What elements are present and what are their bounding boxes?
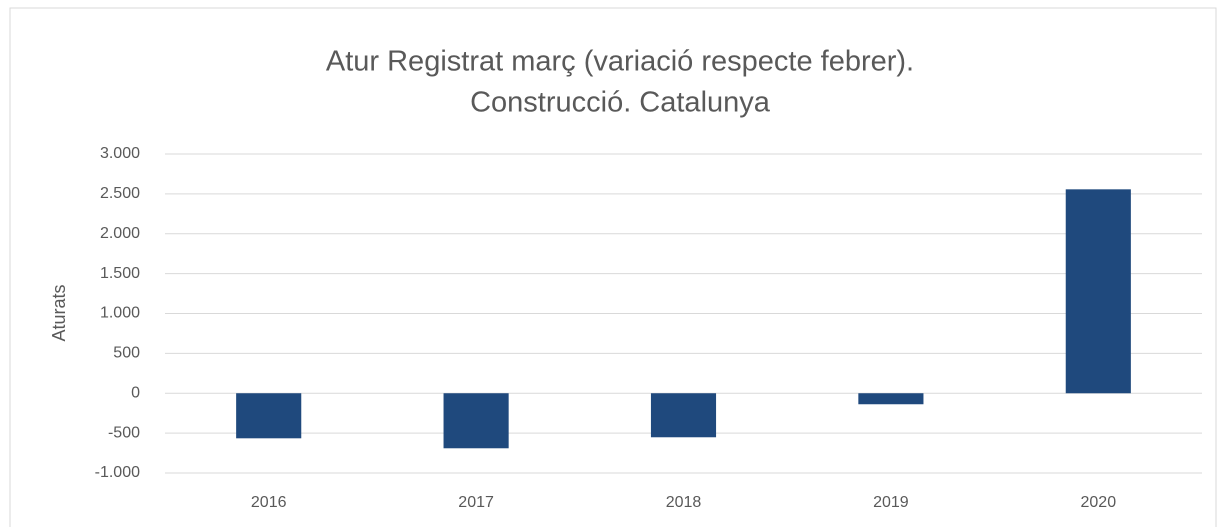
x-tick-label: 2016 bbox=[251, 494, 287, 511]
bar bbox=[236, 393, 302, 439]
y-tick-label: -1.000 bbox=[95, 464, 140, 481]
x-tick-label: 2019 bbox=[873, 494, 909, 511]
x-tick-label: 2018 bbox=[666, 494, 702, 511]
y-tick-label: 1.500 bbox=[100, 265, 140, 282]
chart-title: Construcció. Catalunya bbox=[470, 87, 771, 119]
y-tick-label: 3.000 bbox=[100, 145, 140, 162]
x-tick-label: 2017 bbox=[458, 494, 494, 511]
chart-border bbox=[9, 7, 1217, 527]
y-tick-label: 2.000 bbox=[100, 225, 140, 242]
chart-title: Atur Registrat març (variació respecte f… bbox=[326, 46, 914, 78]
bar bbox=[858, 393, 924, 405]
x-tick-label: 2020 bbox=[1081, 494, 1117, 511]
bar bbox=[1065, 189, 1131, 394]
y-tick-label: 1.000 bbox=[100, 305, 140, 322]
y-tick-label: -500 bbox=[108, 424, 140, 441]
y-tick-label: 0 bbox=[131, 384, 140, 401]
y-tick-label: 500 bbox=[113, 345, 140, 362]
bar bbox=[443, 393, 509, 449]
y-tick-label: 2.500 bbox=[100, 185, 140, 202]
y-axis-label: Aturats bbox=[49, 284, 69, 341]
bar bbox=[650, 393, 717, 438]
